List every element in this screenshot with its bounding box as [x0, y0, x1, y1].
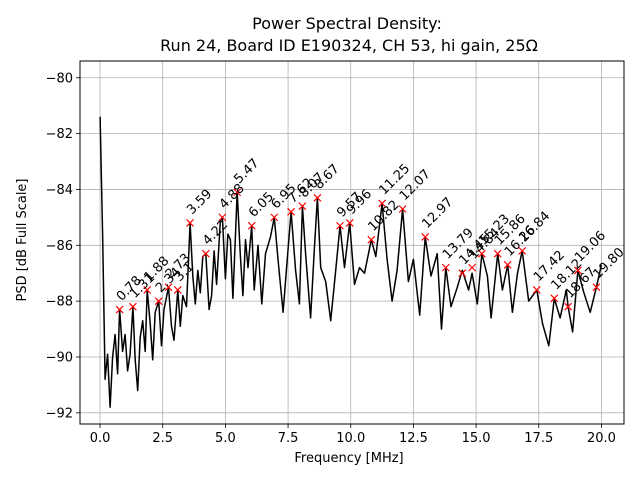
peak-marker: [477, 249, 486, 258]
peak-marker: [287, 207, 296, 216]
peak-marker: [564, 302, 573, 311]
series-layer: [99, 116, 603, 408]
peak-marker: [233, 188, 242, 197]
y-tick-label: −84: [46, 183, 73, 198]
psd-series-line: [99, 116, 603, 408]
peak-marker: [115, 305, 124, 314]
peak-marker: [143, 286, 152, 294]
plot-frame: [79, 60, 625, 425]
x-tick-label: 0.0: [90, 431, 111, 446]
peak-marker: [398, 205, 407, 213]
peak-marker: [270, 213, 279, 222]
peak-marker: [154, 297, 163, 306]
y-tick-label: −82: [46, 127, 73, 142]
peak-marker: [186, 219, 194, 227]
x-tick-label: 17.5: [524, 431, 553, 446]
y-tick-label: −92: [46, 406, 73, 421]
x-tick-label: 15.0: [462, 431, 491, 446]
peak-marker: [573, 266, 582, 275]
peak-label: 5.47: [231, 156, 262, 187]
peak-label: 12.97: [419, 195, 456, 232]
x-tick-label: 2.5: [152, 431, 173, 446]
peak-marker: [550, 294, 559, 303]
peak-marker: [336, 221, 344, 230]
y-tick-label: −80: [46, 71, 73, 86]
peak-marker: [458, 269, 467, 278]
y-tick-label: −88: [46, 295, 73, 310]
peak-marker: [164, 283, 173, 292]
peak-marker: [218, 213, 227, 222]
peak-marker: [201, 249, 210, 258]
peak-marker: [468, 263, 477, 272]
chart-title-line1: Power Spectral Density:: [252, 14, 442, 33]
peak-marker: [421, 232, 430, 241]
peak-marker: [441, 263, 450, 272]
peak-label: 9.96: [344, 187, 375, 218]
x-tick-label: 20.0: [587, 431, 616, 446]
peak-marker: [298, 202, 307, 211]
peak-marker: [128, 302, 137, 311]
peak-marker: [367, 235, 376, 244]
chart-title-line2: Run 24, Board ID E190324, CH 53, hi gain…: [160, 36, 538, 55]
x-tick-label: 12.5: [399, 431, 428, 446]
axis-ticks: 0.0 2.5 5.0 7.5 10.0 12.5 15.0 17.5 20.0 −92 −90 −8…: [46, 71, 616, 446]
peak-label: 8.67: [312, 162, 343, 193]
y-tick-label: −86: [46, 239, 73, 254]
peak-label: 3.59: [184, 187, 215, 218]
peak-marker: [247, 221, 256, 230]
y-axis-label: PSD [dB Full Scale]: [15, 178, 30, 301]
peak-marker: [378, 199, 387, 208]
peak-markers: [115, 188, 601, 314]
peak-marker: [493, 249, 502, 258]
x-tick-label: 5.0: [215, 431, 236, 446]
y-tick-label: −90: [46, 350, 73, 365]
x-tick-label: 7.5: [278, 431, 299, 446]
peak-marker: [518, 246, 527, 255]
peak-marker: [532, 286, 541, 294]
peak-label: 4.22: [200, 217, 231, 248]
peak-marker: [503, 260, 512, 269]
peak-marker: [592, 283, 601, 292]
grid: [80, 61, 624, 424]
peak-marker: [173, 286, 182, 294]
x-tick-label: 10.0: [336, 431, 365, 446]
peak-marker: [313, 193, 322, 202]
peak-marker: [345, 219, 354, 227]
x-axis-label: Frequency [MHz]: [294, 451, 403, 466]
